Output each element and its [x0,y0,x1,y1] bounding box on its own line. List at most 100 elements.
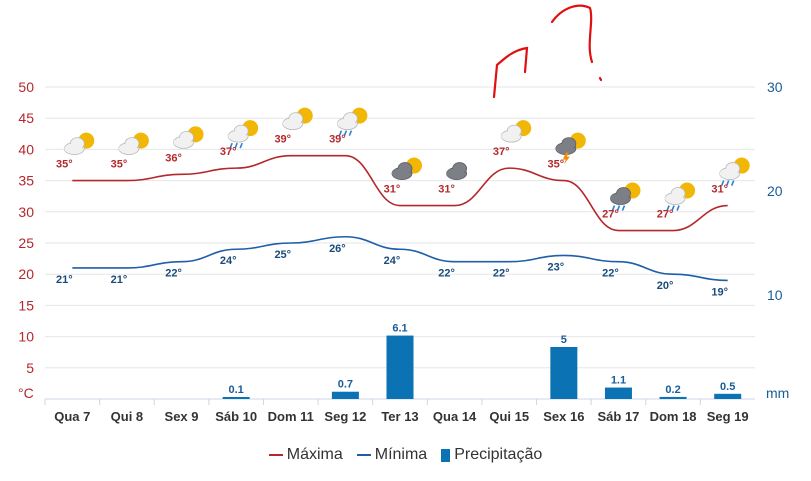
sun-rain-icon [719,157,750,186]
weather-icons [63,107,750,211]
partly-sunny-icon [500,120,532,143]
rain-drop [621,205,626,211]
left-tick-label: 35 [18,173,34,189]
precipitation-label: 0.2 [665,384,680,396]
left-tick-label: 50 [18,79,34,95]
min-temp-label: 20° [657,280,674,292]
max-temp-label: 39° [329,134,346,146]
rain-drop [239,142,243,149]
x-tick-label: Qua 7 [54,409,90,424]
rain-drop [348,130,353,136]
min-temp-label: 21° [111,274,128,286]
max-temp-label: 36° [165,152,182,164]
max-temp-label: 35° [111,159,128,171]
legend-swatch-max [268,454,283,456]
precipitation-label: 0.7 [338,379,353,391]
rain-drop [730,180,735,186]
handwriting-stroke [492,46,529,99]
cloud-shape [719,168,738,179]
precipitation-bar [386,335,414,399]
rain-drop [720,180,725,186]
right-axis-ticks: 30 20 10 [767,79,783,303]
left-tick-label: 40 [18,141,34,157]
precipitation-label: 0.1 [229,384,244,396]
max-temp-label: 31° [384,184,401,196]
min-temp-label: 26° [329,243,346,255]
legend-swatch-min [356,454,371,456]
right-tick-label: 20 [767,183,783,199]
left-tick-label: 5 [26,360,34,376]
min-temp-label: 22° [602,268,619,280]
min-temp-label: 19° [711,286,728,298]
cloud-shape [665,193,684,204]
max-temp-label: 35° [548,159,565,171]
max-temp-label: 37° [220,146,237,158]
partly-sunny-icon [173,126,204,149]
cloud-rain-sun-icon [610,182,641,211]
max-temp-labels: 35° 35° 36° 37° 39° 39° 31° 31° 37° 35° 27° 27° 31° [56,134,728,221]
thunderstorm-icon [555,132,586,165]
x-tick-label: Qui 15 [489,409,529,424]
cloud-shape [228,131,247,142]
rain-drop [611,205,616,211]
cloud-shape [610,193,629,204]
precipitation-label: 6.1 [392,323,407,335]
rain-drop [725,180,730,186]
x-tick-label: Qui 8 [111,409,144,424]
precipitation-bar [331,391,359,399]
max-temp-label: 39° [274,134,291,146]
sun-rain-icon [336,107,368,136]
cloud-shape [282,118,301,129]
left-axis-ticks: 50 45 40 35 30 25 20 15 10 5 [18,79,34,376]
max-temp-label: 27° [657,209,674,221]
rain-drop [343,130,348,136]
x-tick-label: Sáb 10 [215,409,257,424]
precipitation-labels: 0.1 0.7 6.1 5 1.1 0.2 0.5 [229,323,736,396]
cloud-shape [118,143,137,154]
left-tick-label: 45 [18,110,34,126]
precipitation-bar [604,387,632,399]
rain-drop [676,205,680,211]
right-tick-label: 10 [767,287,783,303]
rain-drop [666,205,670,211]
legend-item-min[interactable]: Mínima [356,446,428,464]
lightning-bolt [562,152,570,165]
cloud-sun-icon [391,157,422,180]
max-temp-label: 31° [711,184,728,196]
handwriting-stroke [598,76,603,82]
cloud-shape [173,137,192,148]
handwriting-stroke [550,4,594,64]
cloud-shape [64,143,83,154]
x-tick-label: Seg 12 [324,409,366,424]
min-temp-line [72,235,728,282]
legend-item-precip[interactable]: Precipitação [441,446,542,464]
handwritten-annotation [492,4,603,99]
partly-sunny-icon [63,132,95,156]
precipitation-bar [714,393,742,399]
left-tick-label: 30 [18,204,34,220]
right-axis-unit: mm [766,385,789,401]
sun-rain-icon [664,182,696,211]
max-temp-line [72,154,728,232]
min-temp-label: 22° [165,268,182,280]
min-temp-label: 25° [274,249,291,261]
precipitation-label: 1.1 [611,375,626,387]
rain-drop [234,142,238,149]
x-tick-label: Ter 13 [381,409,418,424]
rain-drop [338,130,343,136]
left-axis-unit: °C [18,385,34,401]
max-temp-label: 35° [56,159,73,171]
cloud-shape [555,143,574,154]
sun-rain-icon [227,120,259,149]
min-temp-labels: 21° 21° 22° 24° 25° 26° 24° 22° 22° 23° 22° 20° 19° [56,243,728,299]
x-tick-label: Seg 19 [707,409,749,424]
cloudy-icon [446,162,468,180]
chart-legend: Máxima Mínima Precipitação [0,446,811,464]
min-temp-label: 24° [220,255,237,267]
legend-swatch-precip [441,448,451,462]
rain-drop [671,205,675,211]
legend-item-max[interactable]: Máxima [268,446,343,464]
legend-label-min: Mínima [374,446,428,463]
cloud-shape [337,118,356,129]
